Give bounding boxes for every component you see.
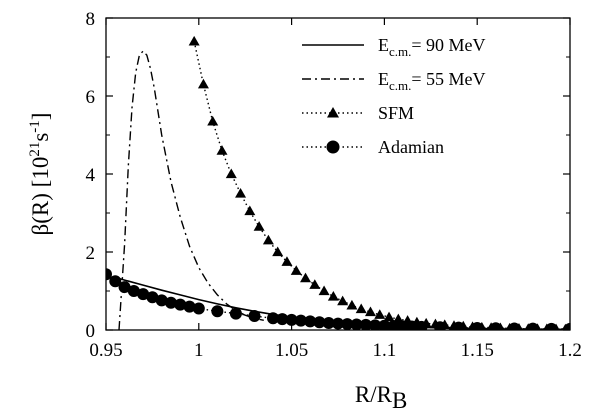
- y-tick-label: 0: [86, 321, 96, 342]
- adamian-point: [285, 313, 298, 326]
- adamian-point: [359, 318, 372, 330]
- adamian-point: [164, 296, 177, 309]
- sfm-point: [253, 221, 265, 231]
- adamian-point: [545, 322, 558, 330]
- sfm-point: [364, 306, 376, 317]
- series-layer: [106, 35, 570, 330]
- adamian-point: [229, 307, 242, 320]
- sfm-point: [318, 285, 330, 296]
- y-axis-label-sup: 21: [27, 142, 43, 157]
- x-axis-label-subscript: B: [392, 388, 407, 413]
- adamian-point: [192, 302, 205, 315]
- adamian-point: [155, 294, 168, 307]
- sfm-point: [346, 299, 358, 310]
- adamian-point: [369, 319, 382, 330]
- adamian-point: [406, 320, 419, 330]
- y-axis-label-unit-sup: -1: [27, 120, 43, 133]
- legend: Ec.m.= 90 MeV Ec.m.= 55 MeV SFM Adamian: [302, 35, 486, 157]
- x-tick-label: 1: [194, 340, 204, 361]
- x-tick-label: 0.95: [89, 340, 122, 361]
- plot-frame: [105, 17, 571, 331]
- svg-text:β(R) [1021s-1]: β(R) [1021s-1]: [27, 113, 53, 236]
- x-tick-label: 1.15: [461, 340, 494, 361]
- sfm-point: [355, 303, 367, 314]
- x-tick-label: 1.05: [275, 340, 308, 361]
- sfm-point: [272, 246, 284, 257]
- y-tick-label: 4: [86, 165, 96, 186]
- adamian-point: [387, 320, 400, 330]
- legend-marker-circle: [326, 140, 340, 154]
- adamian-point: [378, 319, 391, 330]
- sfm-point: [374, 309, 386, 319]
- adamian-point: [211, 305, 224, 318]
- adamian-point: [434, 321, 447, 330]
- adamian-point: [267, 312, 280, 325]
- sfm-point: [216, 145, 228, 155]
- y-axis-label: β(R) [1021s-1]: [27, 113, 53, 236]
- y-axis-label-unit: s: [28, 133, 53, 142]
- sfm-point: [281, 256, 293, 266]
- sfm-point: [244, 205, 256, 216]
- adamian-point: [109, 275, 122, 288]
- series-line-1: [118, 50, 264, 330]
- adamian-point: [276, 313, 289, 326]
- adamian-point: [526, 322, 539, 330]
- sfm-point: [197, 78, 209, 89]
- adamian-point: [564, 322, 570, 330]
- sfm-point: [383, 311, 395, 322]
- x-tick-label: 1.1: [373, 340, 397, 361]
- y-axis-label-close: ]: [28, 113, 53, 121]
- adamian-point: [508, 322, 521, 330]
- sfm-point: [290, 265, 302, 275]
- x-axis-label-main: R/R: [355, 382, 393, 407]
- adamian-point: [137, 288, 150, 301]
- adamian-point: [452, 321, 465, 330]
- sfm-point: [309, 279, 321, 289]
- adamian-point: [248, 309, 261, 322]
- adamian-point: [183, 300, 196, 313]
- sfm-point: [337, 295, 349, 306]
- axis-ticks: 0.95 1 1.05 1.1 1.15 1.2 0 2 4 6 8: [86, 9, 582, 361]
- y-axis-label-main: β(R) [10: [28, 157, 53, 236]
- y-tick-label: 8: [86, 9, 96, 30]
- adamian-point: [415, 320, 428, 330]
- adamian-point: [118, 281, 131, 294]
- sfm-point: [225, 168, 237, 179]
- legend-label-2: SFM: [378, 103, 414, 123]
- adamian-point: [294, 314, 307, 327]
- y-tick-label: 6: [86, 87, 96, 108]
- adamian-point: [174, 298, 187, 311]
- sfm-point: [327, 290, 339, 301]
- sfm-point: [300, 272, 312, 283]
- sfm-point: [207, 115, 219, 126]
- adamian-point: [471, 322, 484, 330]
- x-tick-label: 1.2: [558, 340, 582, 361]
- y-tick-label: 2: [86, 243, 96, 264]
- adamian-point: [127, 285, 140, 297]
- adamian-point: [350, 318, 363, 330]
- sfm-point: [188, 35, 200, 46]
- adamian-point: [322, 316, 335, 329]
- x-axis-label: R/R: [355, 382, 393, 407]
- sfm-point: [235, 188, 247, 198]
- legend-label-3: Adamian: [378, 137, 444, 157]
- legend-marker-triangle: [327, 107, 339, 118]
- adamian-point: [146, 291, 159, 304]
- adamian-point: [106, 268, 112, 281]
- adamian-point: [341, 318, 354, 330]
- legend-label-1: Ec.m.= 55 MeV: [378, 69, 486, 93]
- adamian-point: [489, 322, 502, 330]
- sfm-point: [262, 234, 274, 245]
- adamian-point: [332, 317, 344, 330]
- adamian-point: [304, 315, 317, 328]
- legend-label-0: Ec.m.= 90 MeV: [378, 35, 486, 59]
- adamian-point: [396, 320, 409, 330]
- adamian-point: [313, 316, 326, 329]
